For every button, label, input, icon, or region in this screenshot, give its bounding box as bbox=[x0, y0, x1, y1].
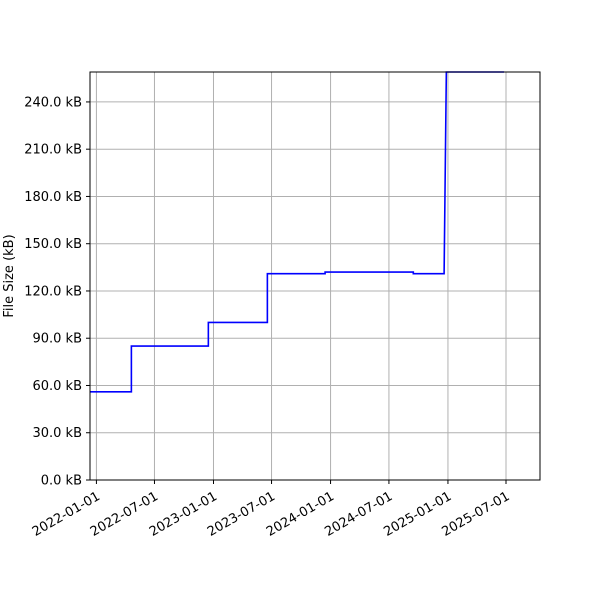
y-tick-label: 180.0 kB bbox=[24, 190, 82, 205]
y-tick-label: 0.0 kB bbox=[41, 474, 82, 489]
plot-frame bbox=[89, 71, 541, 481]
y-tick-label: 90.0 kB bbox=[32, 332, 82, 347]
y-tick-label: 60.0 kB bbox=[32, 379, 82, 394]
y-tick-label: 30.0 kB bbox=[32, 426, 82, 441]
grid-layer bbox=[90, 72, 540, 481]
y-tick-label: 210.0 kB bbox=[24, 143, 82, 158]
y-axis-label: File Size (kB) bbox=[2, 234, 17, 317]
y-axis: 0.0 kB 30.0 kB 60.0 kB 90.0 kB 120.0 kB 150.0… bbox=[24, 95, 90, 489]
series-line bbox=[90, 71, 505, 393]
y-tick-label: 150.0 kB bbox=[24, 237, 82, 252]
x-axis: 2022-01-012022-07-012023-01-012023-07-01… bbox=[30, 480, 512, 540]
y-tick-label: 120.0 kB bbox=[24, 284, 82, 299]
y-tick-label: 240.0 kB bbox=[24, 95, 82, 110]
series-layer bbox=[90, 71, 505, 393]
